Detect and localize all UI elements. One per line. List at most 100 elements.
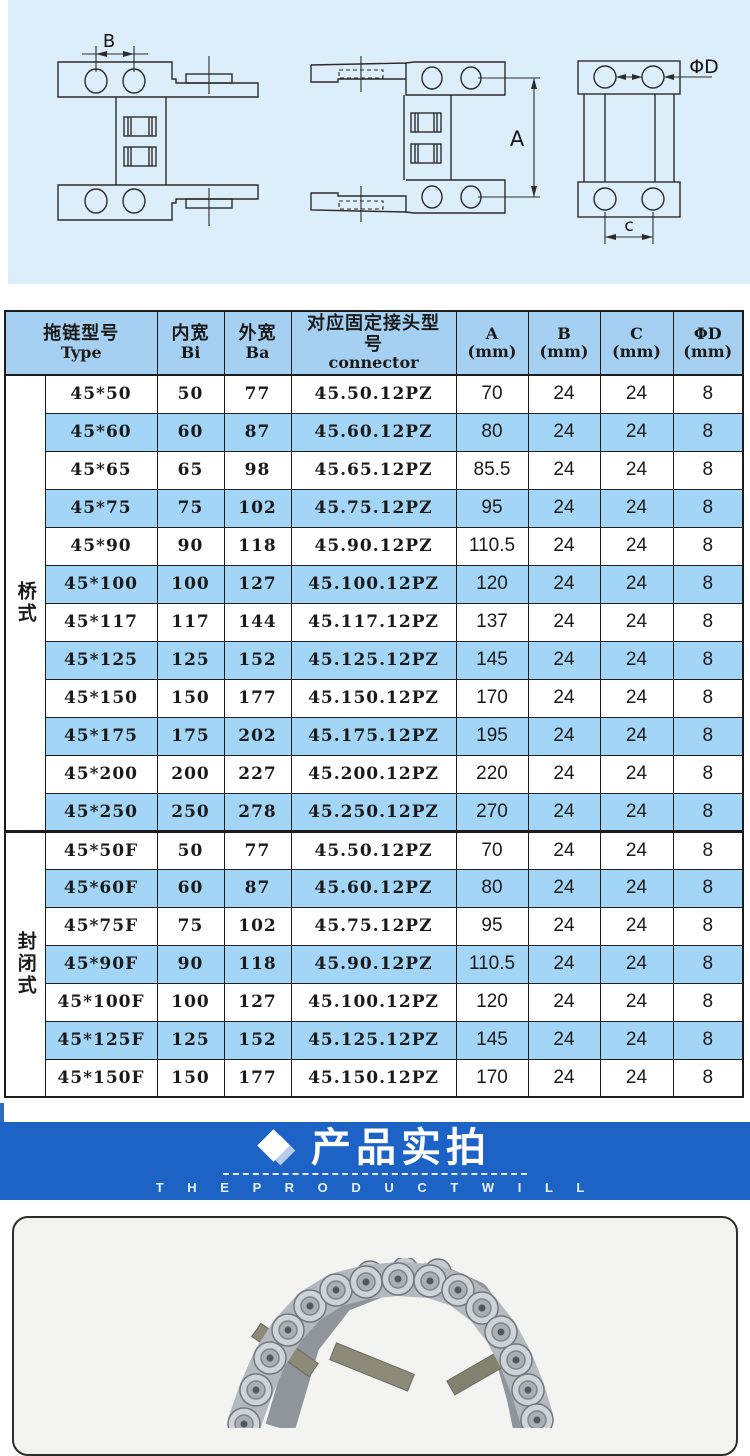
dim-a-cell: 95 xyxy=(455,488,529,528)
inner-width-cell: 125 xyxy=(156,640,225,680)
model-cell: 45*50 xyxy=(44,374,158,414)
dim-a-cell: 120 xyxy=(455,564,529,604)
dashed-divider xyxy=(223,1173,527,1175)
dim-b-cell: 24 xyxy=(527,564,601,604)
outer-width-cell: 118 xyxy=(223,526,292,566)
connector-cell: 45.50.12PZ xyxy=(290,829,457,870)
table-row: 封闭式 45*50F 50 77 45.50.12PZ 70 24 24 8 xyxy=(4,829,744,1098)
dim-d-cell: 8 xyxy=(672,374,744,414)
col-header-type-cn: 拖链型号 xyxy=(43,323,120,344)
model-cell: 45*60F xyxy=(44,868,158,908)
dim-c-cell: 24 xyxy=(599,906,674,946)
connector-cell: 45.50.12PZ xyxy=(290,374,457,414)
dim-c-cell: 24 xyxy=(599,716,674,756)
dim-c-cell: 24 xyxy=(599,640,674,680)
col-header-inner-en: Bi xyxy=(180,343,201,363)
outer-width-cell: 152 xyxy=(223,640,292,680)
outer-width-cell: 77 xyxy=(223,374,292,414)
connector-cell: 45.75.12PZ xyxy=(290,488,457,528)
banner-title: 产品实拍 xyxy=(311,1125,491,1170)
table-row: 45*75 75 102 45.75.12PZ 95 24 24 8 xyxy=(5,488,744,528)
inner-width-cell: 100 xyxy=(156,564,225,604)
dim-a-cell: 120 xyxy=(455,982,529,1022)
outer-width-cell: 177 xyxy=(223,1058,292,1098)
inner-width-cell: 90 xyxy=(156,944,225,984)
model-cell: 45*50F xyxy=(44,829,158,870)
connector-cell: 45.75.12PZ xyxy=(290,906,457,946)
outer-width-cell: 127 xyxy=(223,564,292,604)
inner-width-cell: 125 xyxy=(156,1020,225,1060)
col-header-type: 拖链型号 Type xyxy=(4,310,158,376)
outer-width-cell: 102 xyxy=(223,488,292,528)
outer-width-cell: 118 xyxy=(223,944,292,984)
dim-label-b: B xyxy=(103,31,115,52)
dim-a-cell: 195 xyxy=(455,716,529,756)
table-row: 45*117 117 144 45.117.12PZ 137 24 24 8 xyxy=(5,602,744,642)
inner-width-cell: 100 xyxy=(156,982,225,1022)
dim-b-cell: 24 xyxy=(527,829,601,870)
dim-d-cell: 8 xyxy=(672,1058,744,1098)
model-cell: 45*100 xyxy=(44,564,158,604)
model-cell: 45*250 xyxy=(44,792,158,832)
dim-a-cell: 170 xyxy=(455,678,529,718)
dim-c-cell: 24 xyxy=(599,829,674,870)
page-edge-accent xyxy=(0,1103,4,1122)
inner-width-cell: 90 xyxy=(156,526,225,566)
dim-d-cell: 8 xyxy=(672,640,744,680)
table-row: 45*250 250 278 45.250.12PZ 270 24 24 8 xyxy=(5,792,744,832)
dim-b-cell: 24 xyxy=(527,944,601,984)
connector-cell: 45.175.12PZ xyxy=(290,716,457,756)
connector-cell: 45.60.12PZ xyxy=(290,868,457,908)
connector-cell: 45.100.12PZ xyxy=(290,982,457,1022)
table-row: 45*125F 125 152 45.125.12PZ 145 24 24 8 xyxy=(5,1020,744,1060)
dim-b-cell: 24 xyxy=(527,412,601,452)
dim-label-a: A xyxy=(510,127,525,151)
col-header-a: A (mm) xyxy=(455,310,529,376)
outer-width-cell: 278 xyxy=(223,792,292,832)
dim-c-cell: 24 xyxy=(599,1058,674,1098)
connector-cell: 45.90.12PZ xyxy=(290,526,457,566)
dim-c-cell: 24 xyxy=(599,374,674,414)
connector-cell: 45.65.12PZ xyxy=(290,450,457,490)
col-header-connector-cn: 对应固定接头型号 xyxy=(307,313,440,354)
dim-c-cell: 24 xyxy=(599,564,674,604)
spec-table-body: 桥式 45*50 50 77 45.50.12PZ 70 24 24 8 45*60 60 87 45.… xyxy=(4,374,744,1098)
inner-width-cell: 60 xyxy=(156,412,225,452)
dim-a-cell: 220 xyxy=(455,754,529,794)
dim-d-cell: 8 xyxy=(672,944,744,984)
dim-a-cell: 85.5 xyxy=(455,450,529,490)
connector-cell: 45.60.12PZ xyxy=(290,412,457,452)
dim-d-cell: 8 xyxy=(672,1020,744,1060)
col-header-outer-width: 外宽 Ba xyxy=(223,310,292,376)
dim-b-cell: 24 xyxy=(527,526,601,566)
side-view-middle-drawing: A xyxy=(310,56,540,222)
inner-width-cell: 75 xyxy=(156,906,225,946)
dim-d-cell: 8 xyxy=(672,602,744,642)
row-group-label: 封闭式 xyxy=(4,829,46,1098)
dim-c-cell: 24 xyxy=(599,678,674,718)
outer-width-cell: 152 xyxy=(223,1020,292,1060)
product-photos-banner: 产品实拍 T H E P R O D U C T W I L L xyxy=(0,1122,750,1200)
inner-width-cell: 250 xyxy=(156,792,225,832)
col-header-outer-cn: 外宽 xyxy=(238,323,277,344)
inner-width-cell: 60 xyxy=(156,868,225,908)
dim-b-cell: 24 xyxy=(527,1058,601,1098)
model-cell: 45*125F xyxy=(44,1020,158,1060)
model-cell: 45*150F xyxy=(44,1058,158,1098)
table-row: 45*100F 100 127 45.100.12PZ 120 24 24 8 xyxy=(5,982,744,1022)
technical-drawing-panel: B xyxy=(8,0,750,284)
dim-d-cell: 8 xyxy=(672,678,744,718)
product-photo-panel xyxy=(12,1216,738,1456)
dim-b-cell: 24 xyxy=(527,602,601,642)
dim-d-cell: 8 xyxy=(672,564,744,604)
connector-cell: 45.90.12PZ xyxy=(290,944,457,984)
inner-width-cell: 50 xyxy=(156,374,225,414)
connector-cell: 45.117.12PZ xyxy=(290,602,457,642)
outer-width-cell: 227 xyxy=(223,754,292,794)
dim-c-cell: 24 xyxy=(599,792,674,832)
inner-width-cell: 117 xyxy=(156,602,225,642)
dim-a-cell: 145 xyxy=(455,1020,529,1060)
connector-cell: 45.100.12PZ xyxy=(290,564,457,604)
model-cell: 45*150 xyxy=(44,678,158,718)
dim-a-cell: 270 xyxy=(455,792,529,832)
